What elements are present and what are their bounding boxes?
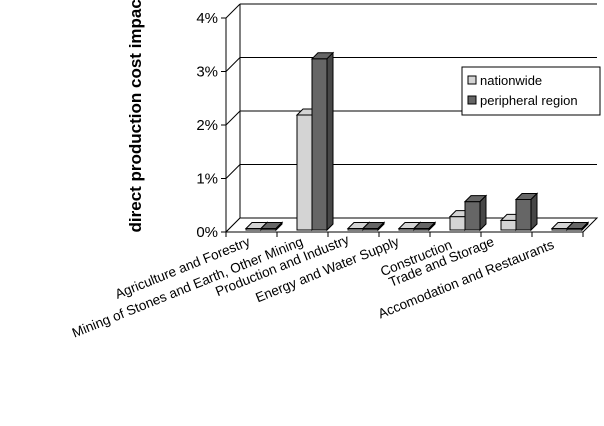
y-tick-label: 4% xyxy=(196,10,218,27)
y-axis-title: direct production cost impact xyxy=(126,0,145,232)
bar-side xyxy=(479,194,487,232)
y-tick-label: 2% xyxy=(196,117,218,134)
y-tick-label: 0% xyxy=(196,224,218,241)
legend-swatch xyxy=(467,95,477,105)
side-wall-gridline xyxy=(225,57,241,72)
side-wall-gridline xyxy=(225,164,241,179)
y-tick-label: 3% xyxy=(196,64,218,81)
bar xyxy=(464,201,481,231)
plot-area: 0%1%2%3%4%Agriculture and ForestryMining… xyxy=(70,3,599,341)
legend-swatch xyxy=(467,75,477,85)
y-tick-label: 1% xyxy=(196,171,218,188)
bar xyxy=(515,199,532,231)
bar-side xyxy=(326,51,334,232)
bar-side xyxy=(530,192,538,232)
side-wall-gridline xyxy=(225,110,241,126)
bar-side xyxy=(428,221,436,232)
bar xyxy=(500,219,517,231)
bar-side xyxy=(275,221,283,232)
bar xyxy=(311,58,328,231)
bar xyxy=(296,114,313,231)
bar-side xyxy=(581,221,589,232)
legend-box xyxy=(461,66,601,116)
legend-label: peripheral region xyxy=(480,93,578,108)
legend-label: nationwide xyxy=(480,73,542,88)
side-wall-gridline xyxy=(225,3,241,19)
bar xyxy=(449,216,466,231)
bar-side xyxy=(377,221,385,232)
legend: nationwide peripheral region xyxy=(461,66,601,116)
